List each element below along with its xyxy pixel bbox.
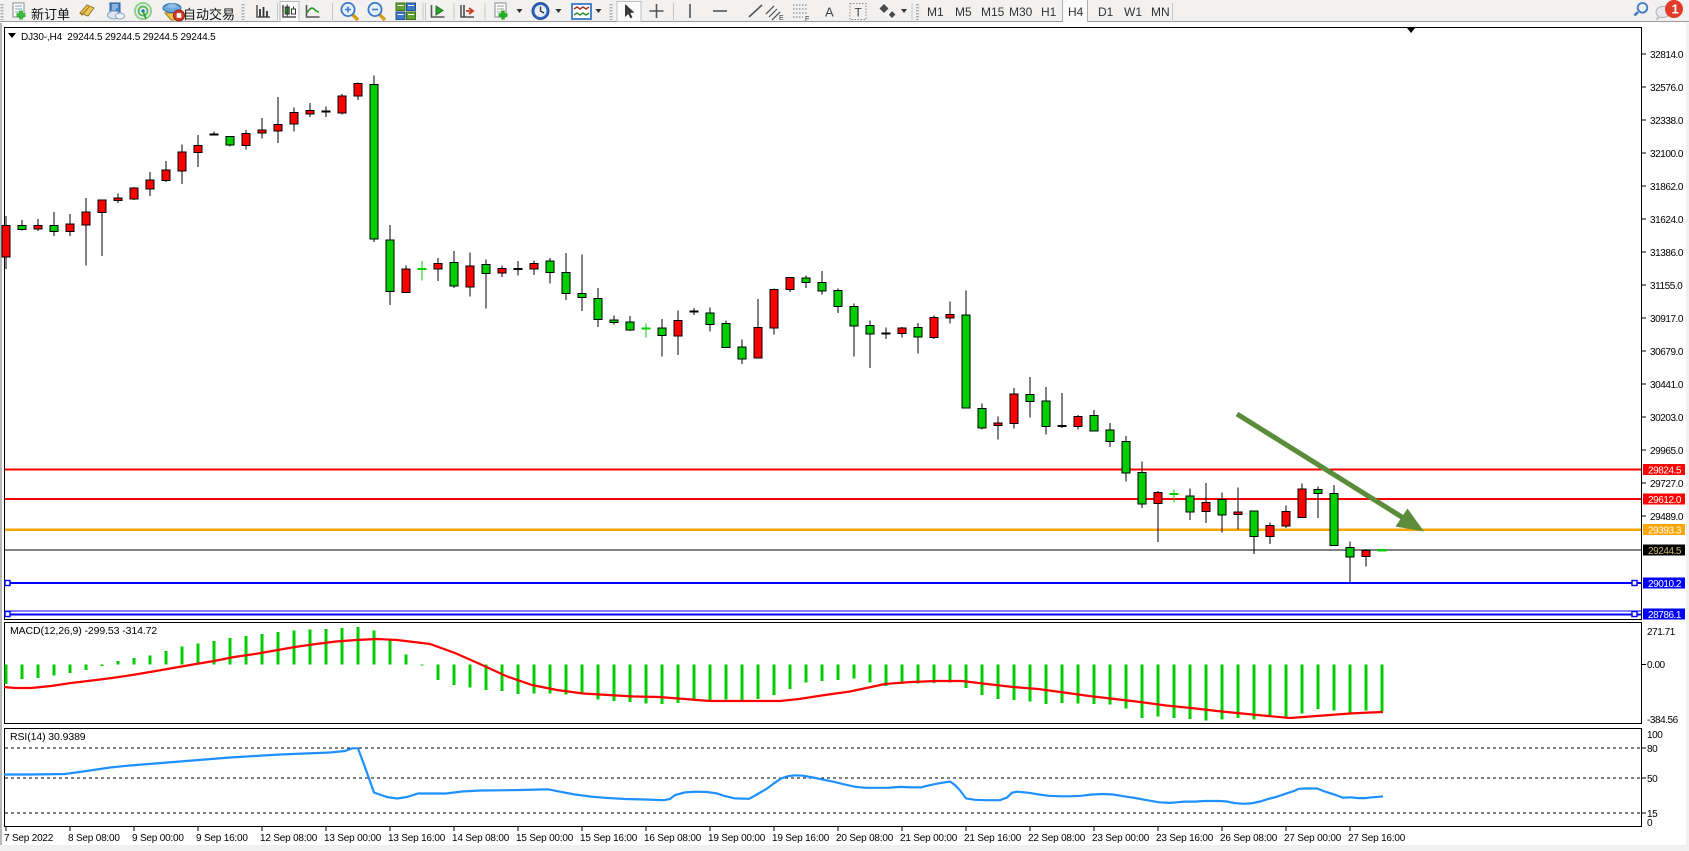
- svg-text:12 Sep 08:00: 12 Sep 08:00: [260, 833, 318, 844]
- svg-text:8 Sep 08:00: 8 Sep 08:00: [68, 833, 120, 844]
- svg-text:29010.2: 29010.2: [1648, 579, 1682, 590]
- svg-text:20 Sep 08:00: 20 Sep 08:00: [836, 833, 894, 844]
- svg-text:16 Sep 08:00: 16 Sep 08:00: [644, 833, 702, 844]
- svg-text:32576.0: 32576.0: [1650, 83, 1684, 94]
- svg-text:29824.5: 29824.5: [1648, 466, 1682, 477]
- svg-text:A: A: [825, 5, 834, 20]
- svg-text:9 Sep 16:00: 9 Sep 16:00: [196, 833, 248, 844]
- svg-text:32814.0: 32814.0: [1650, 50, 1684, 61]
- svg-text:23 Sep 16:00: 23 Sep 16:00: [1156, 833, 1214, 844]
- svg-text:32100.0: 32100.0: [1650, 149, 1684, 160]
- svg-text:30441.0: 30441.0: [1650, 380, 1684, 391]
- svg-text:32338.0: 32338.0: [1650, 116, 1684, 127]
- svg-text:13 Sep 16:00: 13 Sep 16:00: [388, 833, 446, 844]
- svg-text:21 Sep 00:00: 21 Sep 00:00: [900, 833, 958, 844]
- svg-text:19 Sep 16:00: 19 Sep 16:00: [772, 833, 830, 844]
- svg-text:29965.0: 29965.0: [1650, 446, 1684, 457]
- svg-text:MACD(12,26,9) -299.53 -314.72: MACD(12,26,9) -299.53 -314.72: [10, 625, 157, 637]
- svg-text:15 Sep 16:00: 15 Sep 16:00: [580, 833, 638, 844]
- svg-text:15: 15: [1647, 809, 1658, 820]
- svg-text:29727.0: 29727.0: [1650, 479, 1684, 490]
- svg-text:DJ30-,H4 29244.5 29244.5 2924: DJ30-,H4 29244.5 29244.5 29244.5 29244.5: [21, 32, 216, 43]
- svg-text:21 Sep 16:00: 21 Sep 16:00: [964, 833, 1022, 844]
- svg-text:31155.0: 31155.0: [1650, 281, 1683, 292]
- svg-text:30917.0: 30917.0: [1650, 314, 1684, 325]
- svg-text:29393.3: 29393.3: [1648, 526, 1682, 537]
- svg-text:100: 100: [1647, 730, 1663, 741]
- svg-text:29244.5: 29244.5: [1648, 546, 1682, 557]
- svg-text:29612.0: 29612.0: [1648, 495, 1682, 506]
- svg-text:29489.0: 29489.0: [1650, 512, 1684, 523]
- svg-text:7 Sep 2022: 7 Sep 2022: [4, 833, 54, 844]
- svg-text:0.00: 0.00: [1647, 660, 1666, 671]
- svg-text:F: F: [805, 16, 809, 23]
- svg-text:31624.0: 31624.0: [1650, 215, 1684, 226]
- svg-text:30203.0: 30203.0: [1650, 413, 1684, 424]
- svg-text:30679.0: 30679.0: [1650, 347, 1684, 358]
- svg-text:-384.56: -384.56: [1647, 715, 1679, 726]
- svg-text:28786.1: 28786.1: [1648, 610, 1682, 621]
- svg-text:26 Sep 08:00: 26 Sep 08:00: [1220, 833, 1278, 844]
- svg-text:50: 50: [1647, 774, 1658, 785]
- svg-text:31862.0: 31862.0: [1650, 182, 1684, 193]
- svg-text:22 Sep 08:00: 22 Sep 08:00: [1028, 833, 1086, 844]
- svg-text:E: E: [779, 15, 784, 22]
- svg-text:27 Sep 00:00: 27 Sep 00:00: [1284, 833, 1342, 844]
- svg-text:13 Sep 00:00: 13 Sep 00:00: [324, 833, 382, 844]
- svg-text:15 Sep 00:00: 15 Sep 00:00: [516, 833, 574, 844]
- svg-text:271.71: 271.71: [1647, 627, 1676, 638]
- svg-text:14 Sep 08:00: 14 Sep 08:00: [452, 833, 510, 844]
- svg-text:0: 0: [1647, 818, 1653, 829]
- svg-text:80: 80: [1647, 744, 1658, 755]
- svg-text:9 Sep 00:00: 9 Sep 00:00: [132, 833, 184, 844]
- svg-text:23 Sep 00:00: 23 Sep 00:00: [1092, 833, 1150, 844]
- svg-text:31386.0: 31386.0: [1650, 248, 1684, 259]
- svg-text:27 Sep 16:00: 27 Sep 16:00: [1348, 833, 1406, 844]
- svg-text:1: 1: [1672, 2, 1679, 17]
- svg-text:T: T: [855, 6, 863, 20]
- svg-text:RSI(14) 30.9389: RSI(14) 30.9389: [10, 731, 86, 743]
- svg-text:19 Sep 00:00: 19 Sep 00:00: [708, 833, 766, 844]
